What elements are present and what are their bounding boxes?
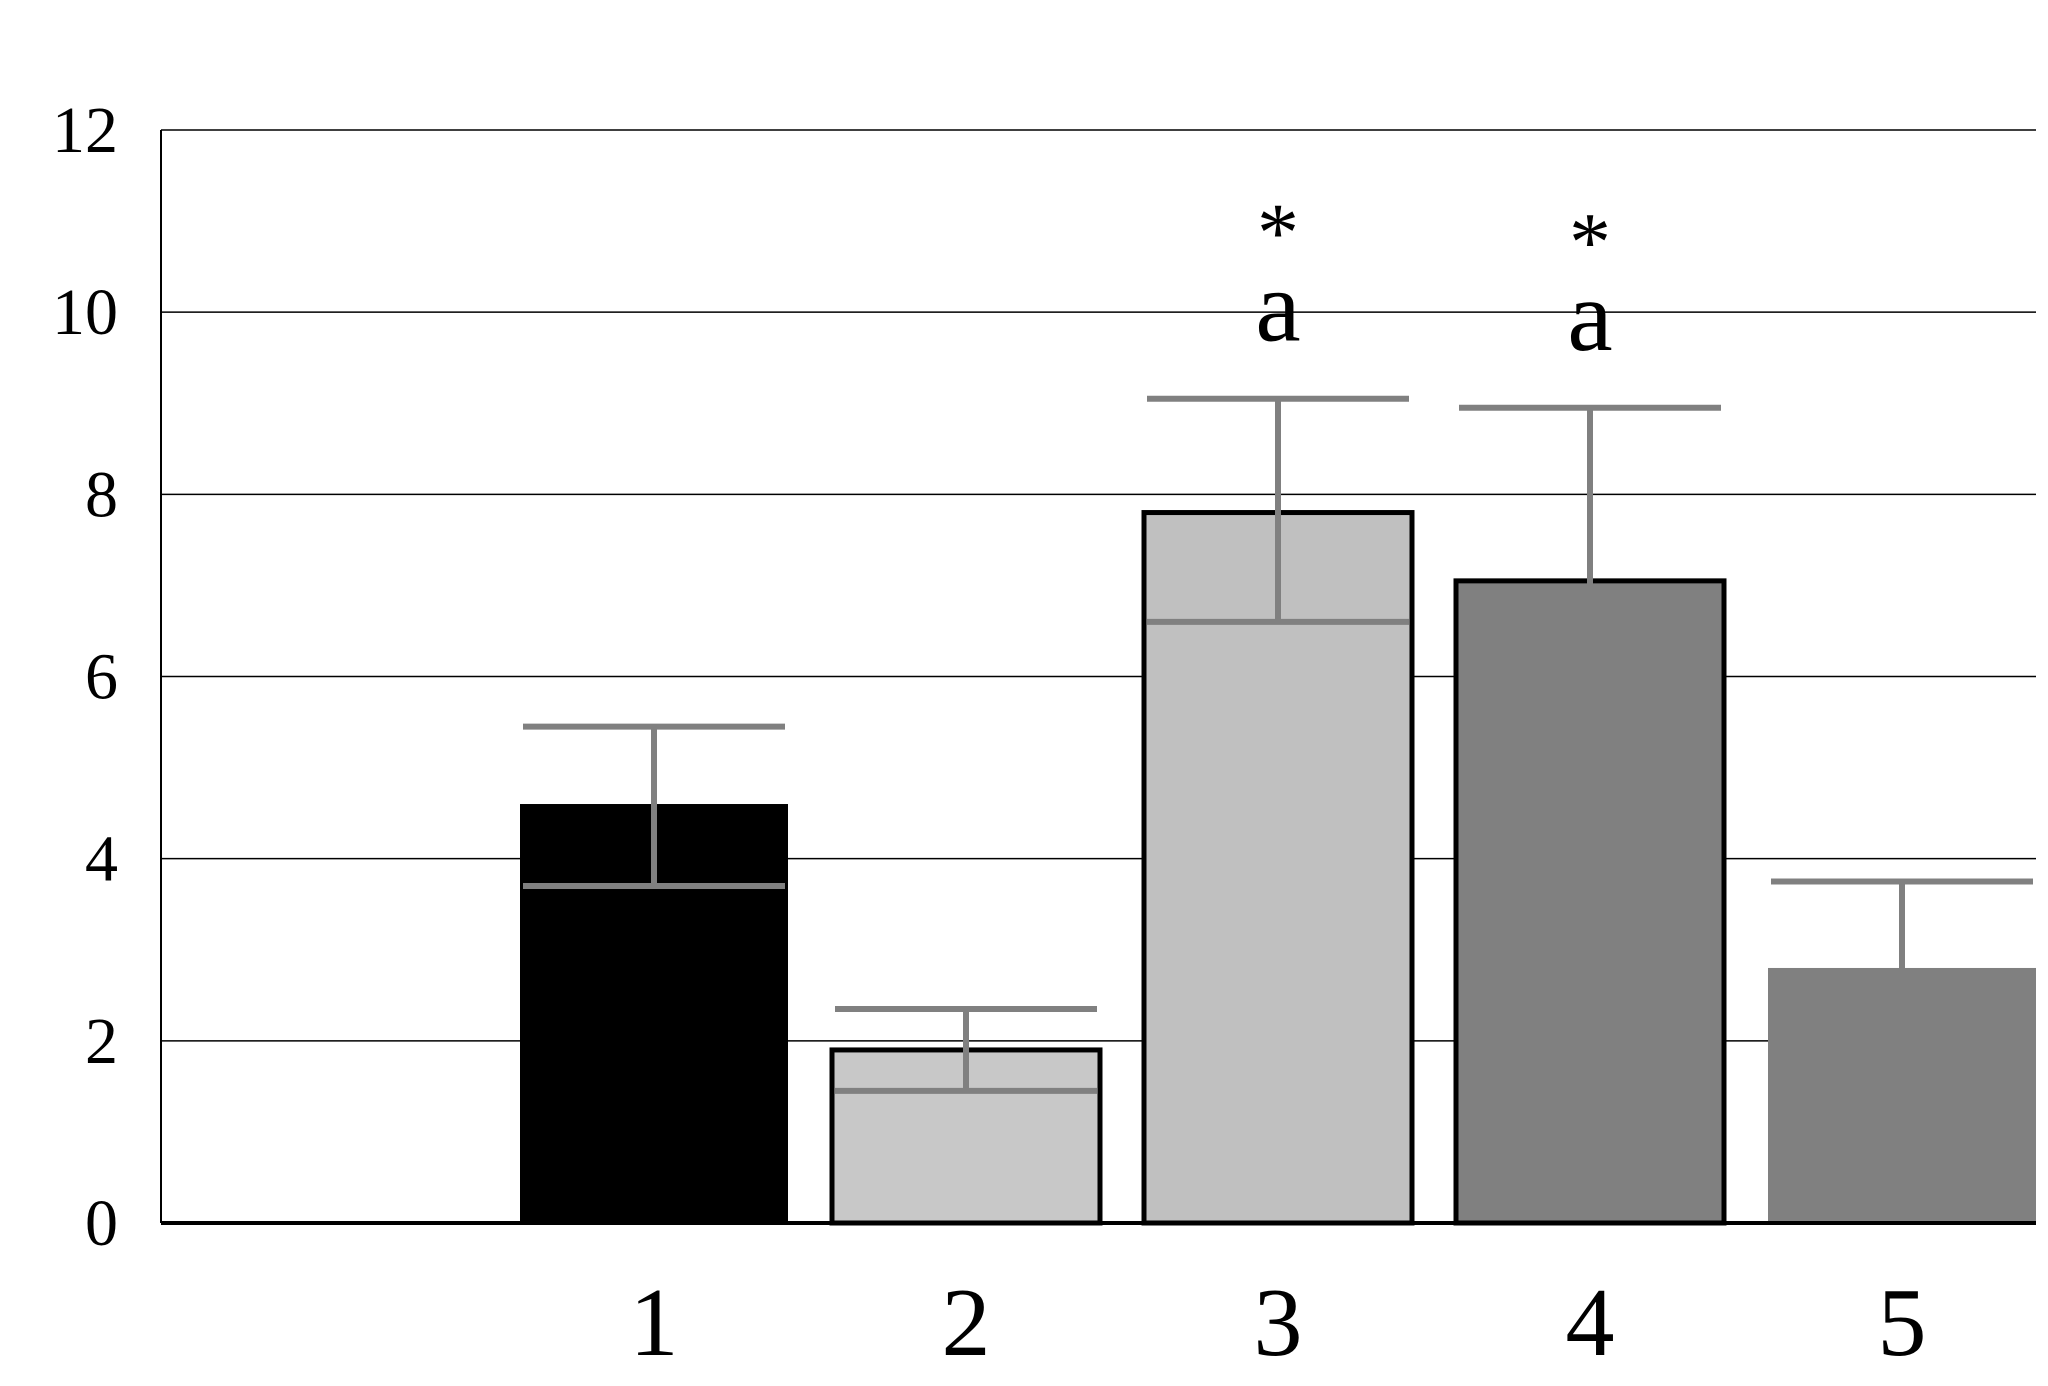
group-letter: a <box>1255 251 1300 364</box>
x-tick-label: 4 <box>1566 1269 1615 1377</box>
x-tick-labels: 1 2 3 4 5 <box>630 1269 1927 1377</box>
significance-marker: * <box>1569 196 1611 289</box>
axes <box>160 130 2036 1225</box>
grid-lines <box>161 129 2036 1042</box>
error-bar-1 <box>523 723 785 889</box>
y-tick-label: 6 <box>85 641 118 714</box>
error-bar-2 <box>835 1005 1097 1094</box>
y-tick-label: 10 <box>52 276 118 349</box>
y-tick-label: 4 <box>85 823 118 896</box>
y-tick-label: 2 <box>85 1005 118 1078</box>
y-tick-label: 8 <box>85 458 118 531</box>
significance-marker: * <box>1257 187 1299 280</box>
error-bars <box>523 395 2033 1094</box>
error-bar-4 <box>1459 404 1721 757</box>
y-tick-label: 0 <box>85 1187 118 1260</box>
x-tick-label: 3 <box>1254 1269 1303 1377</box>
y-tick-labels: 0 2 4 6 8 10 12 <box>52 94 118 1260</box>
bar-5 <box>1768 967 2036 1223</box>
x-tick-label: 2 <box>942 1269 991 1377</box>
y-tick-label: 12 <box>52 94 118 167</box>
group-letter: a <box>1567 260 1612 373</box>
annotations: *a*a <box>1255 187 1612 373</box>
error-bar-5 <box>1771 878 2033 968</box>
x-tick-label: 1 <box>630 1269 679 1377</box>
x-tick-label: 5 <box>1878 1269 1927 1377</box>
error-bar-3 <box>1147 395 1409 625</box>
